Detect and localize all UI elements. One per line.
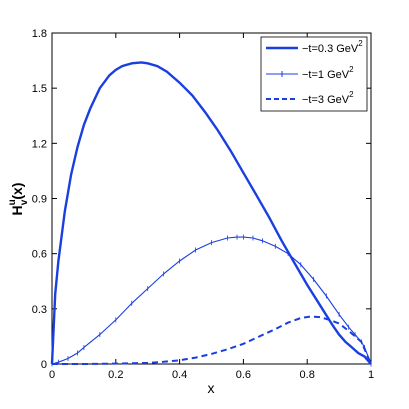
legend-label-series-3: −t=3 GeV2 (302, 90, 354, 106)
x-tick-label: 1 (368, 369, 374, 381)
y-tick-label: 0.6 (32, 249, 47, 261)
y-tick-label: 1.8 (32, 28, 47, 40)
x-tick-label: 0.6 (236, 369, 251, 381)
x-axis-ticks: 0 0.2 0.4 0.6 0.8 1 (49, 33, 374, 381)
y-axis-title-sup: u (7, 199, 18, 205)
x-tick-label: 0.4 (172, 369, 187, 381)
y-tick-label: 0.9 (32, 194, 47, 206)
y-axis-title: Huv(x) (7, 183, 30, 216)
series-line-1 (50, 61, 372, 365)
x-tick-label: 0.8 (300, 369, 315, 381)
y-axis-ticks: 0 0.3 0.6 0.9 1.2 1.5 1.8 (32, 28, 371, 371)
x-tick-label: 0.2 (108, 369, 123, 381)
legend-label-series-2: −t=1 GeV2 (302, 65, 354, 81)
y-tick-label: 0.3 (32, 304, 47, 316)
series-line-2 (51, 236, 372, 365)
legend: −t=0.3 GeV2 −t=1 GeV2 −t=3 GeV2 (260, 36, 368, 112)
series-lines (50, 61, 372, 367)
x-axis-title: x (208, 380, 215, 396)
legend-label-series-1: −t=0.3 GeV2 (302, 39, 363, 55)
y-axis-title-main: H (9, 205, 25, 215)
y-tick-label: 1.5 (32, 83, 47, 95)
series-line-3 (52, 315, 372, 365)
y-tick-label: 1.2 (32, 138, 47, 150)
y-axis-title-arg: (x) (9, 183, 25, 200)
y-tick-label: 0 (41, 359, 47, 371)
y-axis-title-sub: v (19, 199, 30, 205)
x-tick-label: 0 (49, 369, 55, 381)
